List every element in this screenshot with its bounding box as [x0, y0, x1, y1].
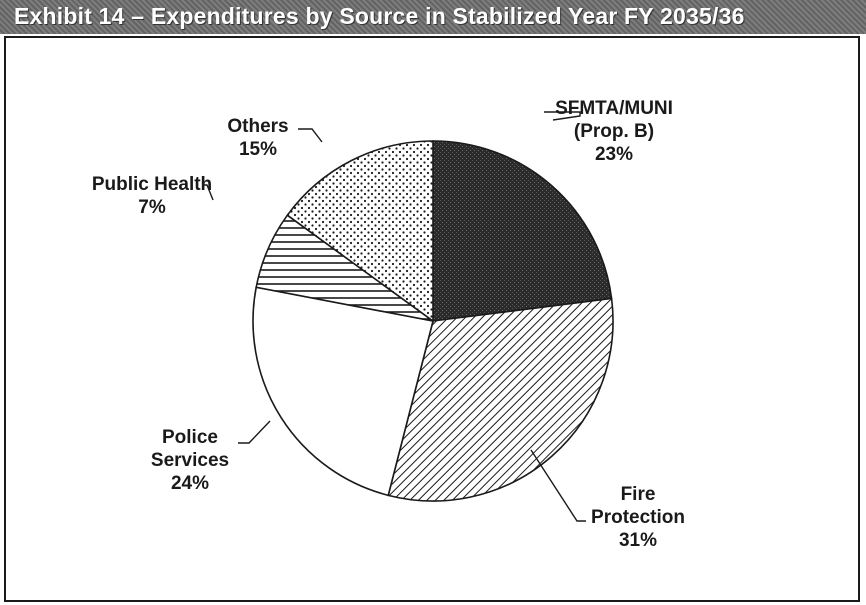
slice-value-police-services: 24% — [171, 473, 209, 494]
slice-label-sfmta-muni-prop-b: SFMTA/MUNI (Prop. B) 23% — [555, 98, 673, 165]
pie-slices — [252, 140, 614, 502]
slice-label-line-police-services: Police — [162, 427, 218, 448]
slice-label-line-fire-protection: Fire — [621, 484, 656, 505]
slice-labels: SFMTA/MUNI (Prop. B) 23%Fire Protection 31%P… — [92, 98, 685, 551]
slice-label-police-services: Police Services 24% — [151, 427, 229, 494]
leader-line-public-health — [202, 184, 214, 201]
slice-label-line-police-services: Services — [151, 450, 229, 471]
leader-line-others — [298, 128, 323, 143]
slice-label-line-sfmta-muni-prop-b: (Prop. B) — [574, 121, 654, 142]
slice-label-line-others: Others — [227, 116, 288, 137]
pie-slice-fire-protection — [387, 297, 614, 502]
slice-value-public-health: 7% — [138, 197, 166, 218]
slice-label-public-health: Public Health 7% — [92, 174, 212, 218]
leader-line-sfmta-muni-prop-b — [544, 111, 581, 121]
chart-title: Exhibit 14 – Expenditures by Source in S… — [14, 3, 745, 29]
slice-label-line-fire-protection: Protection — [591, 507, 685, 528]
plot-frame: SFMTA/MUNI (Prop. B) 23% Fire Protection 31% P… — [4, 36, 860, 602]
slice-label-others: Others 15% — [227, 116, 288, 160]
title-bar: Exhibit 14 – Expenditures by Source in S… — [0, 0, 866, 34]
pie-chart: SFMTA/MUNI (Prop. B) 23%Fire Protection 31%P… — [92, 98, 685, 551]
pie-slice-sfmta-muni-prop-b — [432, 140, 613, 322]
leader-line-fire-protection — [530, 449, 586, 522]
slice-value-sfmta-muni-prop-b: 23% — [595, 144, 633, 165]
slice-value-others: 15% — [239, 139, 277, 160]
pie-slice-others — [286, 140, 434, 323]
slice-value-fire-protection: 31% — [619, 530, 657, 551]
pie-slice-police-services — [252, 286, 434, 497]
slice-label-line-public-health: Public Health — [92, 174, 212, 195]
leader-line-police-services — [238, 420, 271, 444]
slice-label-fire-protection: Fire Protection 31% — [591, 484, 685, 551]
slice-label-line-sfmta-muni-prop-b: SFMTA/MUNI — [555, 98, 673, 119]
